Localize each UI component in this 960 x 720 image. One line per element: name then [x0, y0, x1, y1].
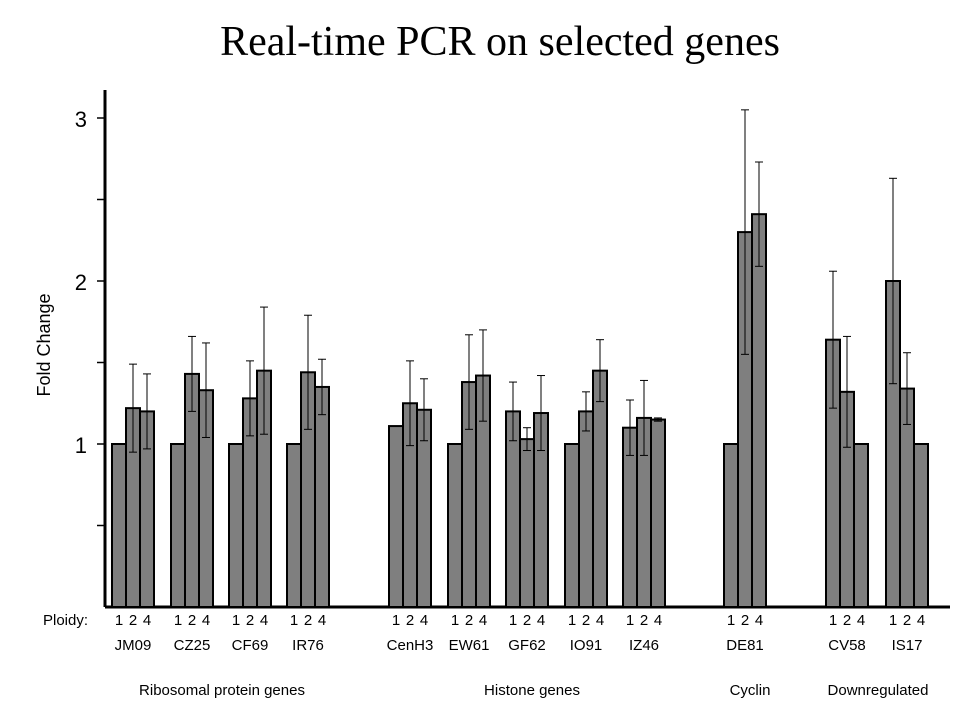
ploidy-tick-label: 1	[889, 612, 897, 629]
ploidy-tick-label: 2	[465, 612, 473, 629]
ploidy-tick-label: 4	[479, 612, 487, 629]
gene-label-IZ46: IZ46	[629, 637, 659, 654]
ploidy-tick-label: 4	[202, 612, 210, 629]
bar-IO91-2	[578, 410, 594, 608]
ploidy-tick-label: 1	[451, 612, 459, 629]
bar-CF69-1	[228, 443, 244, 608]
gene-label-GF62: GF62	[508, 637, 546, 654]
ploidy-tick-label: 4	[318, 612, 326, 629]
ploidy-tick-label: 1	[568, 612, 576, 629]
bar-IO91-4	[592, 369, 608, 608]
ploidy-tick-label: 1	[232, 612, 240, 629]
gene-label-DE81: DE81	[726, 637, 764, 654]
ploidy-tick-label: 2	[523, 612, 531, 629]
bars	[111, 109, 929, 609]
gene-label-EW61: EW61	[449, 637, 490, 654]
bar-EW61-1	[447, 443, 463, 608]
gene-label-IO91: IO91	[570, 637, 603, 654]
ploidy-tick-label: 1	[115, 612, 123, 629]
ploidy-tick-label: 4	[596, 612, 604, 629]
ploidy-tick-label: 1	[290, 612, 298, 629]
ploidy-tick-label: 4	[420, 612, 428, 629]
gene-label-IS17: IS17	[892, 637, 923, 654]
ploidy-tick-label: 2	[843, 612, 851, 629]
category-label: Downregulated	[828, 682, 929, 699]
bar-CZ25-1	[170, 443, 186, 608]
ploidy-tick-label: 2	[640, 612, 648, 629]
ploidy-tick-label: 1	[174, 612, 182, 629]
gene-label-CV58: CV58	[828, 637, 866, 654]
ploidy-tick-label: 4	[755, 612, 763, 629]
bar-CenH3-1	[388, 425, 404, 608]
ploidy-tick-label: 2	[246, 612, 254, 629]
y-tick-label: 3	[75, 107, 87, 132]
ploidy-tick-label: 1	[392, 612, 400, 629]
gene-label-JM09: JM09	[115, 637, 152, 654]
ploidy-tick-label: 1	[727, 612, 735, 629]
ploidy-tick-label: 2	[129, 612, 137, 629]
gene-label-CenH3: CenH3	[387, 637, 434, 654]
ploidy-tick-label: 2	[582, 612, 590, 629]
ploidy-tick-label: 2	[741, 612, 749, 629]
ploidy-tick-label: 2	[304, 612, 312, 629]
ploidy-tick-label: 2	[903, 612, 911, 629]
bar-IZ46-4	[650, 418, 666, 608]
y-axis-label: Fold Change	[34, 293, 54, 396]
bar-IS17-4	[913, 443, 929, 608]
bar-JM09-1	[111, 443, 127, 608]
bar-DE81-1	[723, 443, 739, 608]
bar-GF62-2	[519, 438, 535, 608]
ploidy-tick-label: 4	[260, 612, 268, 629]
category-label: Histone genes	[484, 682, 580, 699]
bar-IO91-1	[564, 443, 580, 608]
ploidy-tick-label: 4	[143, 612, 151, 629]
ploidy-tick-label: 2	[188, 612, 196, 629]
bar-IR76-4	[314, 385, 330, 609]
gene-label-CF69: CF69	[232, 637, 269, 654]
category-label: Cyclin	[730, 682, 771, 699]
chart-title: Real-time PCR on selected genes	[220, 19, 780, 65]
ploidy-tick-label: 4	[654, 612, 662, 629]
bar-CV58-4	[853, 443, 869, 608]
ploidy-tick-label: 1	[829, 612, 837, 629]
bar-DE81-4	[751, 213, 767, 608]
ploidy-tick-label: 2	[406, 612, 414, 629]
category-label: Ribosomal protein genes	[139, 682, 305, 699]
ploidy-label: Ploidy:	[43, 612, 88, 629]
ploidy-tick-label: 4	[537, 612, 545, 629]
ploidy-tick-label: 1	[509, 612, 517, 629]
ploidy-tick-label: 4	[857, 612, 865, 629]
ploidy-tick-label: 1	[626, 612, 634, 629]
y-tick-label: 1	[75, 433, 87, 458]
gene-label-CZ25: CZ25	[174, 637, 211, 654]
ploidy-tick-label: 4	[917, 612, 925, 629]
bar-IR76-1	[286, 443, 302, 608]
y-tick-label: 2	[75, 270, 87, 295]
gene-label-IR76: IR76	[292, 637, 324, 654]
